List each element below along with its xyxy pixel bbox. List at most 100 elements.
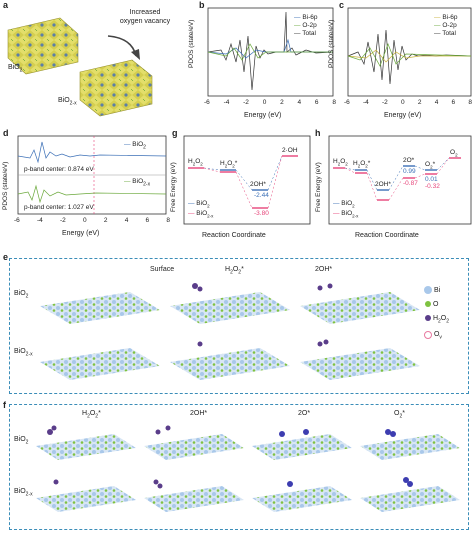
arrow-caption-line2: oxygen vacancy	[119, 18, 171, 25]
bio2-label: BiO2	[8, 64, 23, 74]
f-slab-bio2-o2	[360, 434, 460, 460]
e-row-bio2: BiO2	[14, 290, 29, 300]
h-state-h2o2ads: H2O2*	[353, 160, 371, 169]
e-col-2oh: 2OH*	[315, 266, 333, 273]
chart-b	[207, 7, 334, 97]
f-slab-bio2-2oh	[144, 434, 244, 460]
f-slab-bio2x-2oh	[144, 486, 244, 512]
chart-b-legend: — Bi-6p — O-2p — Total	[294, 14, 318, 37]
chart-c-xlabel: Energy (eV)	[384, 112, 422, 119]
e-slab-bio2x-2oh	[300, 348, 420, 380]
chart-b-total-line	[207, 11, 334, 91]
chart-b-o2p-line	[207, 43, 333, 61]
chart-g-xlabel: Reaction Coordinate	[202, 232, 266, 239]
chart-b-ylabel: PDOS (state/eV)	[188, 19, 195, 68]
panel-f-frame	[9, 404, 469, 530]
f-col-o2: O2*	[394, 410, 405, 420]
e-adsorbate-h2o2-top	[192, 283, 198, 289]
chart-c-total-line	[347, 29, 472, 85]
f-col-2oh: 2OH*	[190, 410, 208, 417]
chart-c-legend: — Bi-6p — O-2p — Total	[434, 14, 458, 37]
e-slab-bio2x-h2o2	[170, 348, 290, 380]
chart-c-o2p-line	[347, 43, 472, 67]
panel-label-e: e	[3, 252, 9, 262]
f-slab-bio2-2o	[252, 434, 352, 460]
e-adsorbate-2oh-bottom	[317, 341, 323, 347]
panel-label-c: c	[339, 0, 345, 10]
panel-b-pdos: PDOS (state/eV) Energy (eV) -6 -4 -2 0 2 4 6 8 …	[188, 0, 336, 125]
chart-h-legend: — BiO2 — BiO2-x	[333, 200, 359, 219]
panel-label-g: g	[172, 128, 178, 138]
e-col-h2o2: H2O2*	[225, 266, 244, 276]
vacancy-arrow-icon	[107, 35, 137, 57]
e-legend: Bi O H2O2 Ov	[424, 284, 449, 345]
f-col-h2o2: H2O2*	[82, 410, 101, 420]
chart-d-legend-bio2x: — BiO2-x	[124, 178, 151, 188]
e-legend-o: O	[424, 298, 449, 312]
chart-b-xlabel: Energy (eV)	[244, 112, 282, 119]
chart-g-legend: — BiO2 — BiO2-x	[188, 200, 214, 219]
f-slab-bio2-h2o2	[36, 434, 136, 460]
g-state-2oh: 2OH*	[250, 181, 266, 188]
chart-d-ylabel: PDOS (state/eV)	[2, 161, 9, 210]
g-label-bio2: -2.44	[254, 192, 269, 199]
bio2x-label: BiO2-x	[58, 97, 77, 107]
e-legend-h2o2: H2O2	[424, 312, 449, 328]
h-label-0-99: 0.99	[403, 168, 416, 175]
h-label-minus-0-87: -0.87	[403, 180, 418, 187]
chart-h-frame	[328, 135, 472, 225]
e-slab-bio2-h2o2	[170, 292, 290, 324]
panel-e-frame	[9, 258, 469, 394]
panel-h-free-energy: Free Energy (eV) Reaction Coordinate H2O…	[313, 128, 474, 248]
arrow-caption: Increased oxygen vacancy	[105, 8, 185, 26]
bio2x-crystal	[79, 59, 153, 117]
e-legend-bi: Bi	[424, 284, 449, 298]
h2o2-molecule-icon	[425, 315, 431, 322]
e-legend-ov: Ov	[424, 328, 449, 344]
chart-d-bio2-line	[17, 141, 167, 164]
f-row-bio2x: BiO2-x	[14, 488, 33, 498]
e-row-bio2x: BiO2-x	[14, 348, 33, 358]
vacancy-icon	[424, 330, 432, 339]
panel-e-slabs	[40, 283, 420, 380]
f-slab-bio2x-o2	[360, 486, 460, 512]
chart-h-ylabel: Free Energy (eV)	[315, 162, 322, 212]
h-label-0-01: 0.01	[425, 176, 438, 183]
chart-h	[328, 135, 472, 225]
chart-b-xticks: -6 -4 -2 0 2 4 6 8	[204, 99, 336, 106]
panel-label-b: b	[199, 0, 205, 10]
panel-a-structures: Increased oxygen vacancy BiO2 BiO2-x	[0, 0, 196, 125]
h-state-2oh: 2OH*	[375, 181, 391, 188]
panel-g-free-energy: Free Energy (eV) Reaction Coordinate H2O…	[170, 128, 313, 248]
chart-d-xlabel: Energy (eV)	[62, 230, 100, 237]
panel-d-pband: PDOS (state/eV) Energy (eV) -6 -4 -2 0 2 4 6 8 …	[0, 128, 170, 248]
e-adsorbate-2oh-top	[317, 285, 323, 291]
g-state-h2o2ads: H2O2*	[220, 160, 238, 169]
chart-d-bio2x-line	[17, 184, 167, 204]
f-slab-bio2x-h2o2	[36, 486, 136, 512]
chart-g	[183, 135, 311, 225]
pband-center-bio2: p-band center: 0.874 eV	[24, 166, 94, 173]
chart-c	[347, 7, 472, 97]
e-adsorbate-h2o2-bottom	[197, 341, 203, 347]
chart-d-legend-bio2: — BiO2	[124, 141, 146, 151]
bi-atom-icon	[424, 286, 432, 295]
chart-c-ylabel: PDOS (state/eV)	[328, 19, 335, 68]
h-state-2o: 2O*	[403, 157, 415, 164]
chart-c-frame	[347, 7, 472, 97]
pband-center-bio2x: p-band center: 1.027 eV	[24, 204, 94, 211]
panel-label-d: d	[3, 128, 9, 138]
h-label-minus-0-32: -0.32	[425, 183, 440, 190]
chart-d	[17, 135, 167, 215]
arrow-caption-line1: Increased	[129, 9, 161, 16]
o-atom-icon	[425, 301, 431, 308]
chart-g-frame	[183, 135, 311, 225]
panel-f-slabs	[36, 425, 460, 512]
h-state-h2o2: H2O2	[333, 158, 348, 167]
f-slab-bio2x-2o	[252, 486, 352, 512]
bio2-crystal	[7, 17, 79, 75]
f-col-2o: 2O*	[298, 410, 311, 417]
f-row-bio2: BiO2	[14, 436, 29, 446]
g-label-bio2x: -3.80	[254, 210, 269, 217]
panel-label-a: a	[3, 0, 9, 10]
